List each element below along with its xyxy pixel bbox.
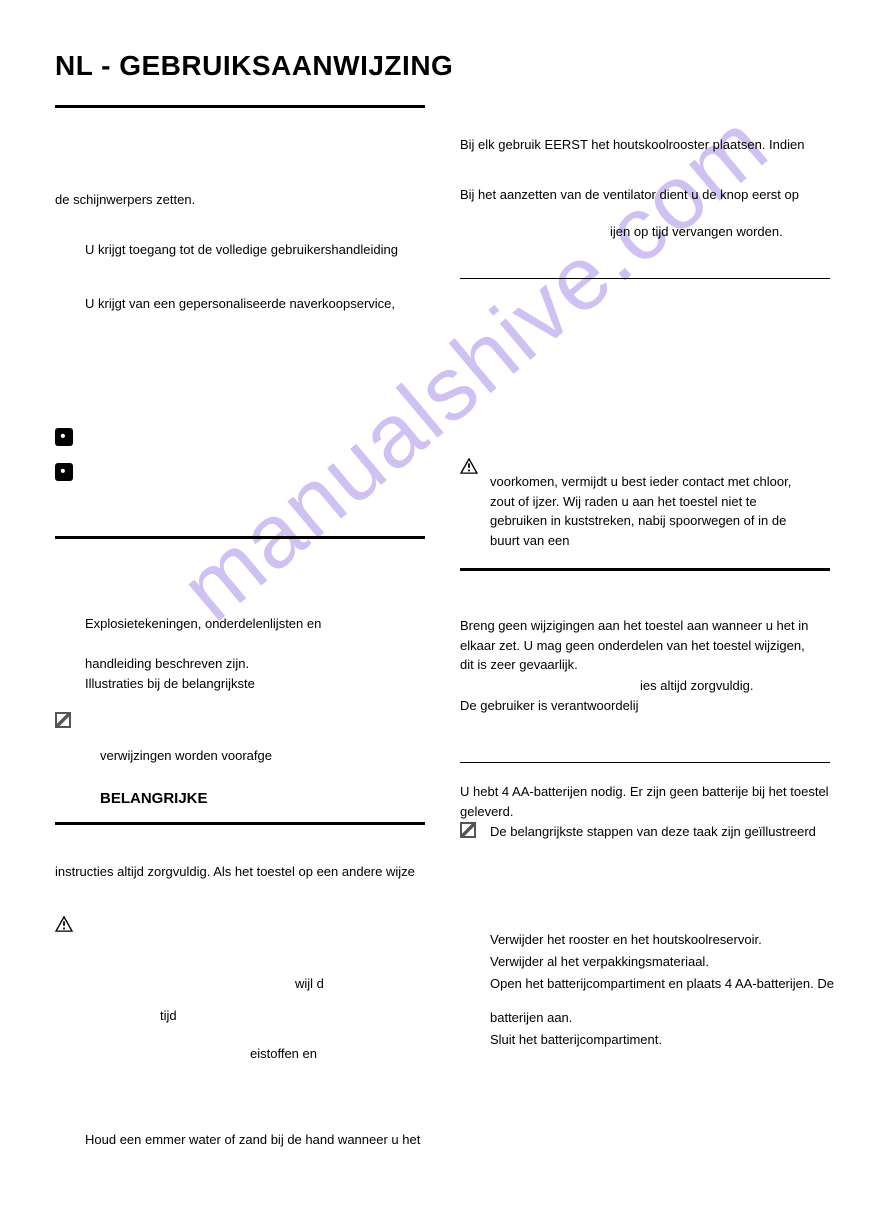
text-fragment: tijd (55, 1006, 435, 1026)
text-fragment: de schijnwerpers zetten. (55, 190, 435, 210)
note-icon (55, 712, 71, 728)
text-fragment: instructies altijd zorgvuldig. Als het t… (55, 862, 435, 882)
section-heading: BELANGRIJKE (55, 788, 435, 811)
divider (460, 762, 830, 763)
divider (55, 822, 425, 825)
text-fragment: Bij het aanzetten van de ventilator dien… (460, 185, 840, 205)
tip-icon (55, 428, 73, 446)
warning-icon (55, 916, 73, 932)
text-fragment: Bij elk gebruik EERST het houtskoolroost… (460, 135, 840, 155)
list-item: U krijgt van een gepersonaliseerde naver… (55, 294, 435, 314)
warning-text: voorkomen, vermijdt u best ieder contact… (460, 472, 810, 550)
text-fragment: ies altijd zorgvuldig. (460, 676, 840, 696)
list-item: Sluit het batterijcompartiment. (460, 1030, 840, 1050)
text-fragment: Explosietekeningen, onderdelenlijsten en (55, 614, 435, 634)
text-fragment: De gebruiker is verantwoordelij (460, 696, 840, 716)
note-text: De belangrijkste stappen van deze taak z… (460, 822, 840, 842)
divider (460, 278, 830, 279)
text-fragment: Houd een emmer water of zand bij de hand… (55, 1130, 435, 1150)
list-item: batterijen aan. (460, 1008, 840, 1028)
list-item: Verwijder het rooster en het houtskoolre… (460, 930, 840, 950)
divider (55, 536, 425, 539)
text-fragment: verwijzingen worden voorafge (55, 746, 435, 766)
text-fragment: Illustraties bij de belangrijkste (55, 674, 435, 694)
text-fragment: Breng geen wijzigingen aan het toestel a… (460, 616, 820, 675)
list-item: U krijgt toegang tot de volledige gebrui… (55, 240, 435, 260)
list-item: Open het batterijcompartiment en plaats … (460, 974, 840, 994)
page-title: NL - GEBRUIKSAANWIJZING (55, 45, 838, 87)
text-fragment: handleiding beschreven zijn. (55, 654, 435, 674)
divider (55, 105, 425, 108)
tip-icon (55, 463, 73, 481)
text-fragment: wijl d (55, 974, 435, 994)
divider (460, 568, 830, 571)
text-fragment: eistoffen en (55, 1044, 435, 1064)
list-item: Verwijder al het verpakkingsmateriaal. (460, 952, 840, 972)
text-fragment: ijen op tijd vervangen worden. (460, 222, 840, 242)
text-fragment: U hebt 4 AA-batterijen nodig. Er zijn ge… (460, 782, 840, 821)
